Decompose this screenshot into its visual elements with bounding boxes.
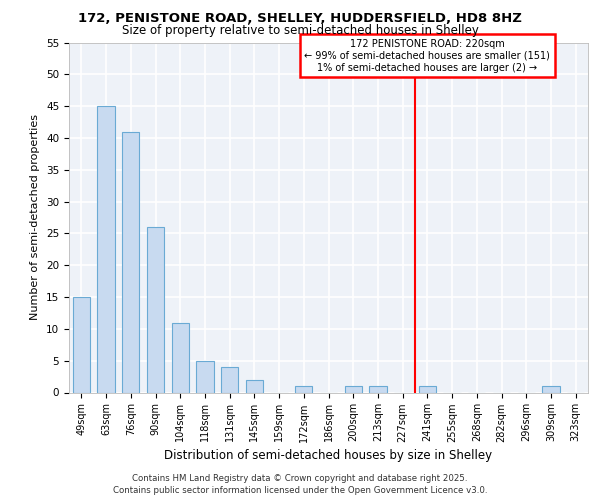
Bar bbox=[172, 322, 189, 392]
Text: Size of property relative to semi-detached houses in Shelley: Size of property relative to semi-detach… bbox=[122, 24, 478, 37]
Text: Contains HM Land Registry data © Crown copyright and database right 2025.
Contai: Contains HM Land Registry data © Crown c… bbox=[113, 474, 487, 495]
Text: 172, PENISTONE ROAD, SHELLEY, HUDDERSFIELD, HD8 8HZ: 172, PENISTONE ROAD, SHELLEY, HUDDERSFIE… bbox=[78, 12, 522, 26]
Text: 172 PENISTONE ROAD: 220sqm
← 99% of semi-detached houses are smaller (151)
1% of: 172 PENISTONE ROAD: 220sqm ← 99% of semi… bbox=[304, 40, 550, 72]
Bar bbox=[344, 386, 362, 392]
Bar bbox=[419, 386, 436, 392]
Bar bbox=[542, 386, 560, 392]
Bar bbox=[369, 386, 386, 392]
Bar bbox=[122, 132, 139, 392]
Bar bbox=[97, 106, 115, 393]
Bar bbox=[295, 386, 313, 392]
X-axis label: Distribution of semi-detached houses by size in Shelley: Distribution of semi-detached houses by … bbox=[164, 448, 493, 462]
Bar bbox=[196, 360, 214, 392]
Y-axis label: Number of semi-detached properties: Number of semi-detached properties bbox=[31, 114, 40, 320]
Bar bbox=[221, 367, 238, 392]
Bar bbox=[73, 297, 90, 392]
Bar bbox=[246, 380, 263, 392]
Bar bbox=[147, 227, 164, 392]
